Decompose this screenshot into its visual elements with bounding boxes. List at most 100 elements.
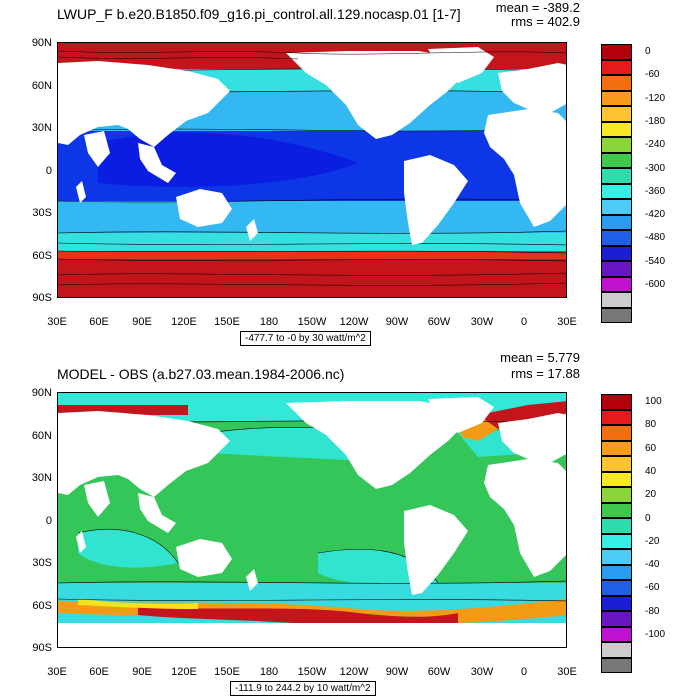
- rms-label: rms = 402.9: [510, 14, 580, 29]
- x-tick: 60W: [427, 316, 451, 328]
- colorbar-box: [601, 106, 632, 122]
- y-tick: 60N: [31, 80, 52, 92]
- colorbar: [601, 44, 632, 323]
- colorbar-box: [601, 137, 632, 153]
- land: [58, 397, 566, 595]
- colorbar-label: 100: [645, 396, 662, 407]
- contour-info: -111.9 to 244.2 by 10 watt/m^2: [230, 681, 376, 696]
- colorbar-label: -300: [645, 162, 666, 174]
- colorbar-label: -180: [645, 115, 666, 127]
- x-tick: 90W: [385, 666, 409, 678]
- panel-title: MODEL - OBS (a.b27.03.mean.1984-2006.nc): [57, 366, 345, 382]
- colorbar-box: [601, 245, 632, 261]
- colorbar-box: [601, 642, 632, 658]
- colorbar-box: [601, 75, 632, 91]
- se-asia: [138, 143, 176, 183]
- colorbar-box: [601, 121, 632, 137]
- antarctic-field: [58, 623, 566, 647]
- colorbar-box: [601, 168, 632, 184]
- colorbar-box: [601, 90, 632, 106]
- colorbar-box: [601, 307, 632, 323]
- greenland: [428, 47, 494, 83]
- arctic-stripe: [58, 405, 188, 415]
- europe-west: [498, 63, 566, 113]
- x-tick: 150W: [297, 666, 327, 678]
- colorbar-box: [601, 44, 632, 60]
- x-tick: 180: [259, 316, 279, 328]
- new-zealand: [246, 569, 258, 591]
- colorbar-label: -60: [645, 582, 660, 594]
- india: [84, 481, 110, 517]
- colorbar-label: 60: [645, 442, 657, 454]
- colorbar-label: -600: [645, 279, 666, 290]
- x-tick: 150W: [297, 316, 327, 328]
- polar-contours: [58, 50, 566, 286]
- bottom-panel: MODEL - OBS (a.b27.03.mean.1984-2006.nc)…: [0, 350, 700, 700]
- colorbar-label: -480: [645, 232, 666, 244]
- colorbar-box: [601, 199, 632, 215]
- top-map-svg: [58, 43, 566, 297]
- top-panel: LWUP_F b.e20.B1850.f09_g16.pi_control.al…: [31, 0, 666, 346]
- x-tick: 30W: [470, 666, 494, 678]
- colorbar-box: [601, 214, 632, 230]
- rms-label: rms = 17.88: [510, 366, 580, 381]
- colorbar-label: -420: [645, 209, 666, 221]
- colorbar-box: [601, 456, 632, 472]
- colorbar-box: [601, 533, 632, 549]
- colorbar-label: -40: [645, 559, 660, 571]
- se-asia: [138, 493, 176, 533]
- mean-label: mean = 5.779: [500, 350, 580, 365]
- bottom-map: [57, 392, 567, 648]
- y-tick: 60S: [32, 250, 52, 262]
- mean-label: mean = -389.2: [495, 0, 580, 15]
- contour-info: -477.7 to -0 by 30 watt/m^2: [240, 331, 371, 346]
- colorbar-label: -20: [645, 535, 660, 547]
- colorbar-label: 0: [645, 46, 651, 57]
- x-tick: 30W: [470, 316, 494, 328]
- colorbar-box: [601, 409, 632, 425]
- y-tick: 60N: [31, 430, 52, 442]
- x-tick: 0: [520, 666, 528, 678]
- colorbar-label: -60: [645, 69, 660, 81]
- colorbar-box: [601, 657, 632, 673]
- y-tick: 30S: [32, 207, 52, 219]
- panel-title: LWUP_F b.e20.B1850.f09_g16.pi_control.al…: [57, 6, 461, 22]
- eurasia: [58, 411, 230, 497]
- eurasia: [58, 61, 230, 147]
- colorbar-box: [601, 230, 632, 246]
- colorbar-box: [601, 276, 632, 292]
- x-tick: 90E: [132, 666, 152, 678]
- x-tick: 30E: [557, 316, 577, 328]
- colorbar-box: [601, 595, 632, 611]
- colorbar-label: -240: [645, 139, 666, 151]
- africa: [484, 109, 566, 227]
- colorbar-box: [601, 611, 632, 627]
- x-tick: 120E: [171, 666, 197, 678]
- colorbar-box: [601, 626, 632, 642]
- southern-shelf: [78, 599, 198, 609]
- colorbar-box: [601, 549, 632, 565]
- colorbar-box: [601, 292, 632, 308]
- north-america: [286, 401, 466, 489]
- x-tick: 90W: [385, 316, 409, 328]
- australia: [176, 189, 232, 227]
- x-tick: 150E: [214, 316, 240, 328]
- x-tick: 30E: [557, 666, 577, 678]
- colorbar: [601, 394, 632, 673]
- y-tick: 90N: [31, 387, 52, 399]
- colorbar-box: [601, 502, 632, 518]
- colorbar-box: [601, 152, 632, 168]
- new-zealand: [246, 219, 258, 241]
- colorbar-box: [601, 564, 632, 580]
- y-tick: 30N: [31, 472, 52, 484]
- x-tick: 0: [520, 316, 528, 328]
- madagascar: [76, 531, 86, 553]
- southern-warm-stripe: [138, 607, 458, 626]
- colorbar-box: [601, 394, 632, 410]
- colorbar-box: [601, 518, 632, 534]
- colorbar-box: [601, 425, 632, 441]
- greenland: [428, 397, 494, 433]
- colorbar-label: 80: [645, 419, 657, 431]
- y-tick: 30S: [32, 557, 52, 569]
- indian-high: [78, 529, 178, 568]
